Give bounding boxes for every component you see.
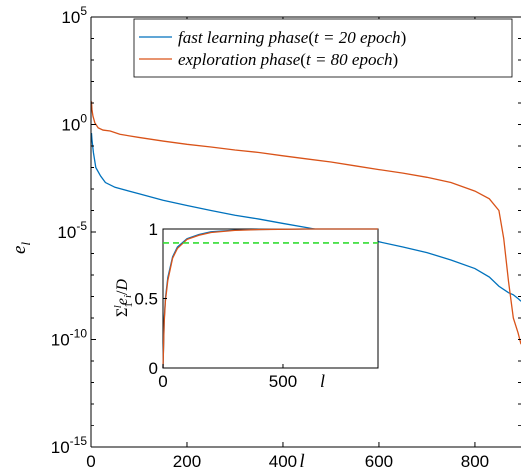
legend-entry-2: exploration phase(t = 80 epoch) — [178, 50, 398, 69]
inset-x-tick-label: 500 — [269, 372, 297, 391]
inset-plot-area — [162, 228, 379, 369]
inset-x-tick-label: 0 — [158, 372, 167, 391]
main-x-tick-label: 800 — [461, 452, 489, 470]
main-x-axis-label: l — [299, 451, 304, 470]
legend: fast learning phase(t = 20 epoch) explora… — [133, 18, 513, 78]
inset-axes: 0 500 0 0.5 1 l Σ1lei/D — [112, 220, 379, 391]
main-y-tick-label: 10-5 — [57, 219, 87, 242]
main-y-tick-label: 10-15 — [51, 434, 88, 457]
legend-entry-1: fast learning phase(t = 20 epoch) — [178, 28, 406, 47]
main-x-tick-label: 200 — [173, 452, 201, 470]
main-y-axis-label: el — [9, 242, 33, 254]
main-series-1-line — [90, 133, 521, 302]
inset-y-tick-label: 0.5 — [134, 290, 158, 309]
main-y-tick-label: 100 — [61, 112, 87, 135]
main-y-tick-label: 10-10 — [51, 327, 88, 350]
inset-y-tick-label: 1 — [149, 220, 158, 239]
inset-x-axis-label: l — [320, 371, 325, 391]
inset-series-2-line — [162, 228, 378, 369]
main-x-tick-label: 400 — [269, 452, 297, 470]
main-x-tick-label: 600 — [365, 452, 393, 470]
main-y-tick-label: 105 — [61, 4, 87, 27]
legend-box — [133, 18, 513, 78]
main-x-tick-label: 0 — [86, 452, 95, 470]
inset-y-tick-label: 0 — [149, 359, 158, 378]
main-series-2-line — [90, 101, 521, 345]
inset-y-axis-label: Σ1lei/D — [112, 279, 135, 318]
